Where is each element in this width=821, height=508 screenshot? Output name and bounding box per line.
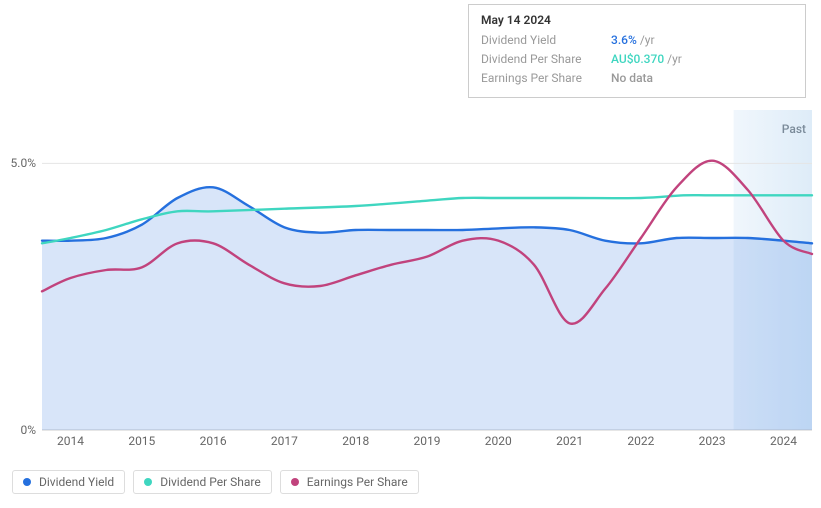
legend-dot-icon [144, 478, 152, 486]
y-axis-label: 0% [20, 423, 36, 437]
legend-label: Dividend Yield [39, 475, 114, 489]
tooltip-value: 3.6%/yr [611, 31, 655, 50]
tooltip-label: Dividend Per Share [481, 50, 611, 69]
legend-label: Dividend Per Share [160, 475, 261, 489]
x-axis-label: 2019 [414, 434, 441, 448]
x-axis-label: 2020 [485, 434, 512, 448]
x-axis-label: 2021 [556, 434, 583, 448]
x-axis-label: 2016 [200, 434, 227, 448]
x-axis-label: 2022 [627, 434, 654, 448]
tooltip-value: No data [611, 69, 653, 88]
tooltip-label: Dividend Yield [481, 31, 611, 50]
tooltip-box: May 14 2024 Dividend Yield3.6%/yrDividen… [468, 4, 806, 98]
x-axis-label: 2014 [57, 434, 84, 448]
x-axis-label: 2018 [342, 434, 369, 448]
tooltip-date: May 14 2024 [481, 13, 793, 27]
x-axis-label: 2024 [770, 434, 797, 448]
legend-item[interactable]: Dividend Per Share [133, 470, 272, 494]
tooltip-row: Dividend Yield3.6%/yr [481, 31, 793, 50]
legend-item[interactable]: Earnings Per Share [280, 470, 419, 494]
tooltip-label: Earnings Per Share [481, 69, 611, 88]
tooltip-value: AU$0.370/yr [611, 50, 682, 69]
past-badge: Past [782, 122, 806, 136]
x-axis-labels: 2014 2015 2016 2017 2018 2019 2020 2021 2022 2023… [42, 430, 812, 450]
tooltip-row: Dividend Per ShareAU$0.370/yr [481, 50, 793, 69]
tooltip-rows: Dividend Yield3.6%/yrDividend Per ShareA… [481, 31, 793, 89]
legend: Dividend Yield Dividend Per Share Earnings… [12, 470, 419, 494]
tooltip-row: Earnings Per ShareNo data [481, 69, 793, 88]
chart-area: 0%5.0% 201420152016201720182019202020212… [42, 110, 812, 430]
chart-container: May 14 2024 Dividend Yield3.6%/yrDividen… [0, 0, 821, 508]
legend-label: Earnings Per Share [307, 475, 408, 489]
legend-item[interactable]: Dividend Yield [12, 470, 125, 494]
legend-dot-icon [291, 478, 299, 486]
x-axis-label: 2023 [699, 434, 726, 448]
x-axis-label: 2015 [128, 434, 155, 448]
y-axis-label: 5.0% [11, 156, 36, 170]
chart-svg[interactable] [42, 110, 812, 430]
x-axis-label: 2017 [271, 434, 298, 448]
legend-dot-icon [23, 478, 31, 486]
